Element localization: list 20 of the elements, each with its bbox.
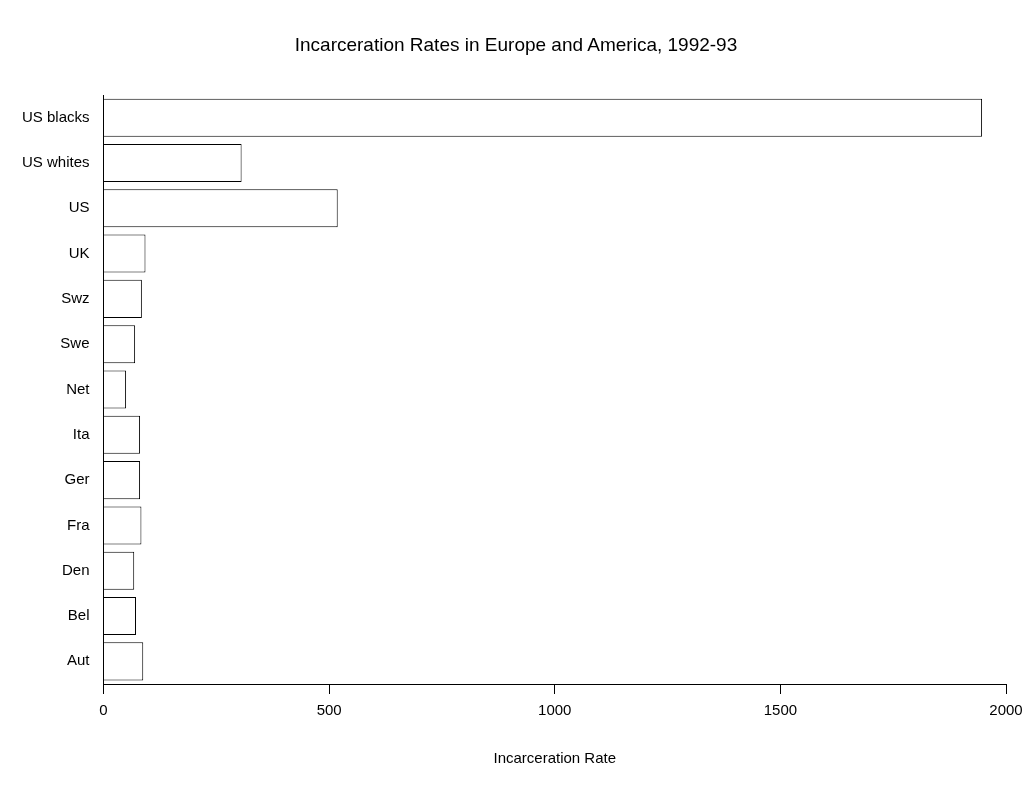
y-tick-label: Net [66,379,91,397]
x-axis-title: Incarceration Rate [493,749,617,767]
x-tick-label: 1000 [538,701,572,719]
y-tick-label: Ger [64,470,90,488]
y-tick-label: Swz [61,289,90,307]
y-tick-label: Aut [67,651,91,669]
x-tick-label: 500 [316,701,342,719]
y-tick-label: US whites [21,153,90,171]
y-tick-label: Swe [60,334,90,352]
chart-title: Incarceration Rates in Europe and America, 1992-93 [293,34,739,56]
x-tick-label: 1500 [763,701,798,719]
y-tick-label: Bel [67,606,90,624]
y-tick-label: US [68,198,90,216]
y-tick-label: Ita [72,424,91,442]
x-tick-label: 2000 [989,701,1023,719]
y-tick-label: UK [68,243,90,261]
y-tick-label: US blacks [21,107,90,125]
y-tick-label: Fra [67,515,91,533]
x-tick-label: 0 [99,701,108,719]
y-tick-label: Den [61,560,90,578]
